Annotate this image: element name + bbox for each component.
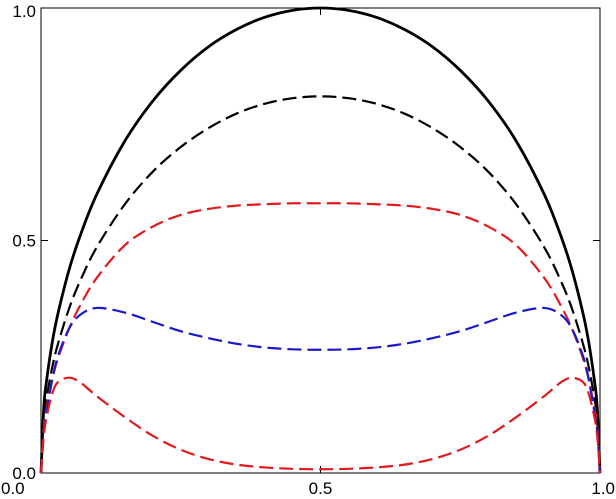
series-line-3 bbox=[39, 202, 602, 474]
x-tick-label: 1.0 bbox=[591, 479, 615, 498]
x-tick-label: 0.5 bbox=[309, 479, 333, 498]
series-line-4 bbox=[39, 306, 602, 474]
x-tick-label: 0.0 bbox=[1, 479, 25, 498]
series-line-2 bbox=[39, 95, 602, 474]
data-series bbox=[39, 6, 602, 474]
axis-ticks bbox=[40, 7, 601, 474]
plot-frame bbox=[40, 7, 601, 474]
y-tick-label: 0.0 bbox=[12, 464, 36, 483]
y-tick-label: 1.0 bbox=[12, 2, 36, 21]
series-line-1 bbox=[39, 6, 602, 474]
y-tick-label: 0.5 bbox=[12, 232, 36, 251]
series-line-5 bbox=[39, 376, 602, 474]
